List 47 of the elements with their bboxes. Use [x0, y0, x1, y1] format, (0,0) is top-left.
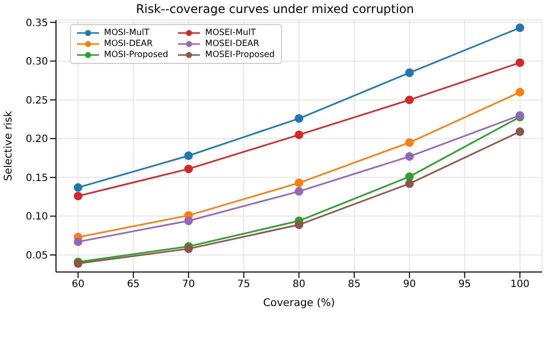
legend-label: MOSEI-DEAR — [205, 39, 260, 49]
point — [184, 216, 193, 226]
x-tick-label: 80 — [292, 279, 306, 290]
y-axis-title: Selective risk — [2, 110, 15, 181]
y-tick-label: 0.35 — [26, 18, 48, 29]
point — [294, 220, 304, 229]
point — [294, 178, 304, 188]
point — [294, 187, 304, 196]
x-tick-label: 65 — [126, 279, 140, 290]
x-tick-label: 70 — [182, 279, 195, 290]
point — [516, 88, 524, 96]
point — [405, 152, 414, 161]
point — [405, 179, 414, 188]
x-tick-label: 100 — [510, 279, 530, 290]
point — [294, 114, 304, 123]
x-tick-label: 95 — [458, 279, 472, 290]
legend-label: MOSEI-MulT — [205, 28, 256, 38]
point — [184, 244, 193, 254]
y-tick-label: 0.15 — [26, 172, 48, 184]
point — [405, 96, 414, 104]
point — [74, 183, 82, 192]
point — [74, 192, 82, 200]
x-axis-title: Coverage (%) — [263, 297, 335, 309]
legend-label: MOSI-DEAR — [104, 39, 153, 49]
point — [405, 172, 414, 181]
y-tick-label: 0.10 — [26, 212, 48, 223]
point — [516, 23, 524, 32]
y-tick-label: 0.30 — [26, 56, 48, 68]
x-tick-label: 60 — [72, 279, 84, 290]
point — [184, 151, 193, 160]
point — [74, 237, 82, 246]
point — [516, 127, 524, 136]
legend-label: MOSI-MulT — [104, 28, 150, 38]
point — [405, 68, 414, 78]
point — [184, 164, 193, 174]
y-tick-label: 0.05 — [26, 250, 48, 262]
point — [294, 130, 304, 140]
point — [516, 58, 524, 67]
x-tick-label: 90 — [403, 279, 416, 290]
x-tick-label: 75 — [237, 279, 250, 290]
legend-label: MOSI-Proposed — [104, 50, 168, 60]
point — [405, 138, 414, 147]
chart-title: Risk--coverage curves under mixed corruption — [134, 2, 416, 16]
y-tick-label: 0.20 — [26, 134, 48, 146]
x-tick-label: 85 — [348, 279, 361, 290]
y-tick-label: 0.25 — [26, 95, 48, 106]
legend-label: MOSEI-Proposed — [205, 50, 275, 60]
